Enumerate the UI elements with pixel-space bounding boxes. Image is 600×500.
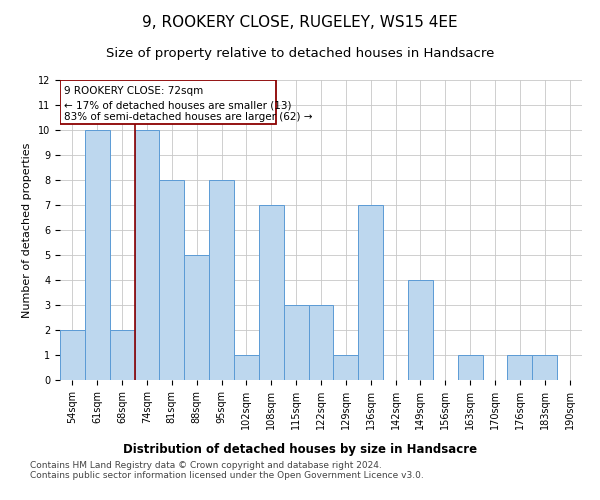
Text: 9, ROOKERY CLOSE, RUGELEY, WS15 4EE: 9, ROOKERY CLOSE, RUGELEY, WS15 4EE bbox=[142, 15, 458, 30]
Text: Size of property relative to detached houses in Handsacre: Size of property relative to detached ho… bbox=[106, 48, 494, 60]
Text: 9 ROOKERY CLOSE: 72sqm: 9 ROOKERY CLOSE: 72sqm bbox=[64, 86, 203, 96]
Text: ← 17% of detached houses are smaller (13): ← 17% of detached houses are smaller (13… bbox=[64, 100, 291, 110]
Bar bbox=[110, 330, 134, 380]
Bar bbox=[60, 330, 85, 380]
Bar bbox=[259, 205, 284, 380]
FancyBboxPatch shape bbox=[60, 80, 276, 124]
Text: Contains HM Land Registry data © Crown copyright and database right 2024.
Contai: Contains HM Land Registry data © Crown c… bbox=[30, 460, 424, 480]
Bar bbox=[234, 355, 259, 380]
Bar bbox=[334, 355, 358, 380]
Bar bbox=[532, 355, 557, 380]
Bar bbox=[160, 180, 184, 380]
Y-axis label: Number of detached properties: Number of detached properties bbox=[22, 142, 32, 318]
Text: 83% of semi-detached houses are larger (62) →: 83% of semi-detached houses are larger (… bbox=[64, 112, 312, 122]
Bar bbox=[308, 305, 334, 380]
Bar bbox=[408, 280, 433, 380]
Bar bbox=[508, 355, 532, 380]
Bar bbox=[85, 130, 110, 380]
Bar bbox=[358, 205, 383, 380]
Bar bbox=[458, 355, 482, 380]
Bar bbox=[134, 130, 160, 380]
Bar bbox=[209, 180, 234, 380]
Text: Distribution of detached houses by size in Handsacre: Distribution of detached houses by size … bbox=[123, 442, 477, 456]
Bar bbox=[284, 305, 308, 380]
Bar bbox=[184, 255, 209, 380]
